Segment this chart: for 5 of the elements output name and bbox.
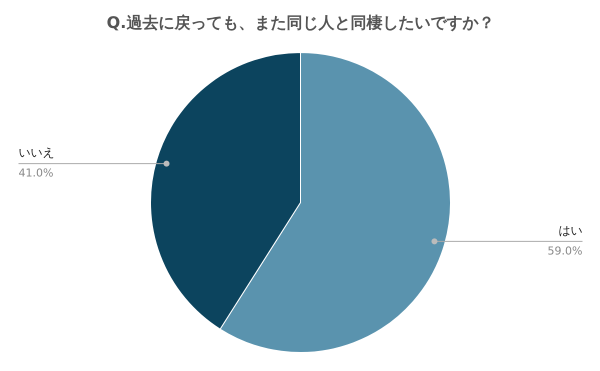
chart-title: Q.過去に戻っても、また同じ人と同棲したいですか？ bbox=[106, 13, 494, 32]
data-label: 41.0% bbox=[18, 166, 54, 180]
slice-label: いいえ bbox=[18, 146, 54, 160]
data-label: 59.0% bbox=[548, 244, 583, 258]
slice-label: はい bbox=[558, 223, 582, 238]
